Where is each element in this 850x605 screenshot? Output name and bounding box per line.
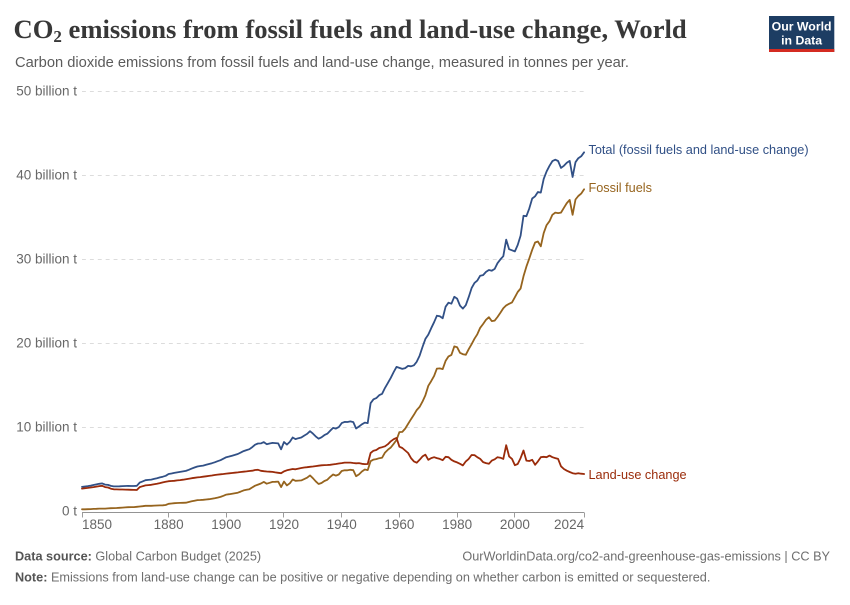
svg-text:1850: 1850 <box>82 517 112 532</box>
svg-text:1960: 1960 <box>384 517 414 532</box>
svg-text:Our World: Our World <box>772 20 832 34</box>
svg-text:Carbon dioxide emissions from: Carbon dioxide emissions from fossil fue… <box>15 55 629 71</box>
svg-text:Land-use change: Land-use change <box>589 468 687 482</box>
svg-text:0 t: 0 t <box>62 504 77 519</box>
svg-text:10 billion t: 10 billion t <box>16 420 77 435</box>
svg-text:20 billion t: 20 billion t <box>16 336 77 351</box>
svg-text:Fossil fuels: Fossil fuels <box>589 181 652 195</box>
svg-text:40 billion t: 40 billion t <box>16 168 77 183</box>
svg-text:in Data: in Data <box>781 34 822 48</box>
svg-text:2000: 2000 <box>500 517 530 532</box>
svg-text:Total (fossil fuels and land-u: Total (fossil fuels and land-use change) <box>589 143 809 157</box>
svg-text:OurWorldinData.org/co2-and-gre: OurWorldinData.org/co2-and-greenhouse-ga… <box>462 550 830 564</box>
svg-text:30 billion t: 30 billion t <box>16 252 77 267</box>
svg-text:CO2 emissions from fossil fuel: CO2 emissions from fossil fuels and land… <box>14 14 687 46</box>
svg-text:Data source: Global Carbon Bud: Data source: Global Carbon Budget (2025) <box>15 550 261 564</box>
svg-text:1940: 1940 <box>327 517 357 532</box>
svg-text:1980: 1980 <box>442 517 472 532</box>
svg-text:50 billion t: 50 billion t <box>16 84 77 99</box>
svg-text:2024: 2024 <box>554 517 585 532</box>
svg-text:Note: Emissions from land-use: Note: Emissions from land-use change can… <box>15 571 710 585</box>
svg-text:1880: 1880 <box>154 517 184 532</box>
svg-text:1900: 1900 <box>211 517 241 532</box>
svg-text:1920: 1920 <box>269 517 299 532</box>
